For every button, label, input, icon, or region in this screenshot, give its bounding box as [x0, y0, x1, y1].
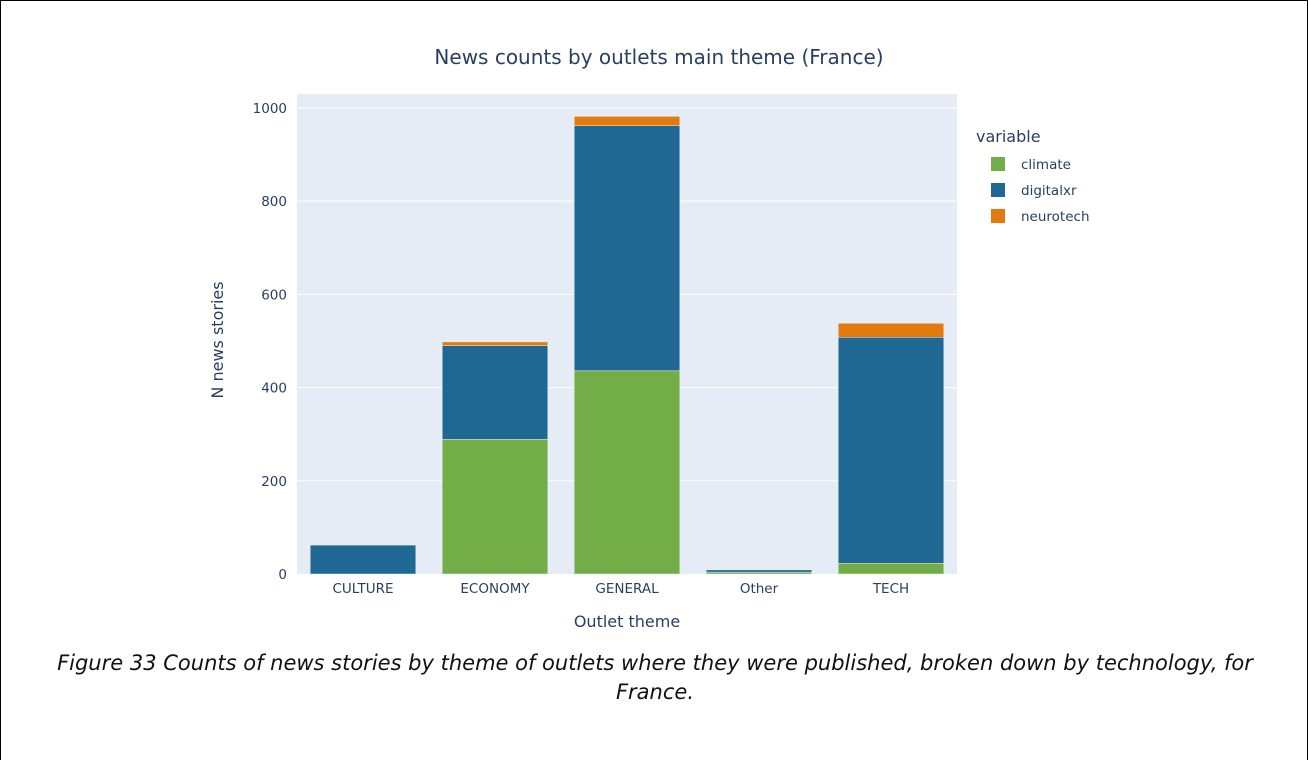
chart-title: News counts by outlets main theme (Franc… — [434, 45, 883, 69]
bar-digitalxr-tech — [838, 337, 944, 563]
x-tick-label: CULTURE — [332, 581, 393, 597]
bar-digitalxr-economy — [442, 346, 548, 440]
x-tick-label: Other — [740, 581, 779, 597]
bar-climate-economy — [442, 439, 548, 574]
legend-items: climate digitalxr neurotech — [991, 157, 1090, 225]
legend: variable climate digitalxr neurotech — [976, 127, 1090, 225]
y-tick-label: 400 — [261, 381, 287, 397]
y-tick-label: 1000 — [253, 101, 287, 117]
legend-title: variable — [976, 127, 1041, 146]
stacked-bar-chart: 0 200 400 600 800 1000 CULTURE ECONOMY GENERAL O… — [1, 1, 1308, 641]
legend-label-neurotech: neurotech — [1021, 209, 1090, 225]
x-tick-label: TECH — [872, 581, 909, 597]
x-tick-label: ECONOMY — [460, 581, 530, 597]
x-axis-ticks: CULTURE ECONOMY GENERAL Other TECH — [332, 581, 909, 597]
legend-label-digitalxr: digitalxr — [1021, 183, 1077, 199]
legend-swatch-neurotech — [991, 209, 1005, 223]
legend-swatch-climate — [991, 157, 1005, 171]
bar-neurotech-general — [574, 116, 680, 125]
legend-swatch-digitalxr — [991, 183, 1005, 197]
x-tick-label: GENERAL — [595, 581, 659, 597]
bar-climate-general — [574, 371, 680, 574]
bar-neurotech-economy — [442, 342, 548, 346]
bar-climate-tech — [838, 563, 944, 574]
bar-digitalxr-general — [574, 126, 680, 371]
y-tick-label: 0 — [278, 567, 287, 583]
bar-digitalxr-other — [706, 570, 812, 572]
y-tick-label: 800 — [261, 194, 287, 210]
bar-climate-other — [706, 572, 812, 574]
y-axis-ticks: 0 200 400 600 800 1000 — [253, 101, 287, 583]
bar-neurotech-other — [706, 569, 812, 570]
y-axis-title: N news stories — [208, 281, 227, 398]
y-tick-label: 600 — [261, 287, 287, 303]
legend-label-climate: climate — [1021, 157, 1071, 173]
bar-neurotech-tech — [838, 323, 944, 337]
figure-caption: Figure 33 Counts of news stories by them… — [41, 649, 1269, 707]
y-tick-label: 200 — [261, 474, 287, 490]
bar-digitalxr-culture — [310, 545, 416, 574]
x-axis-title: Outlet theme — [574, 612, 680, 631]
